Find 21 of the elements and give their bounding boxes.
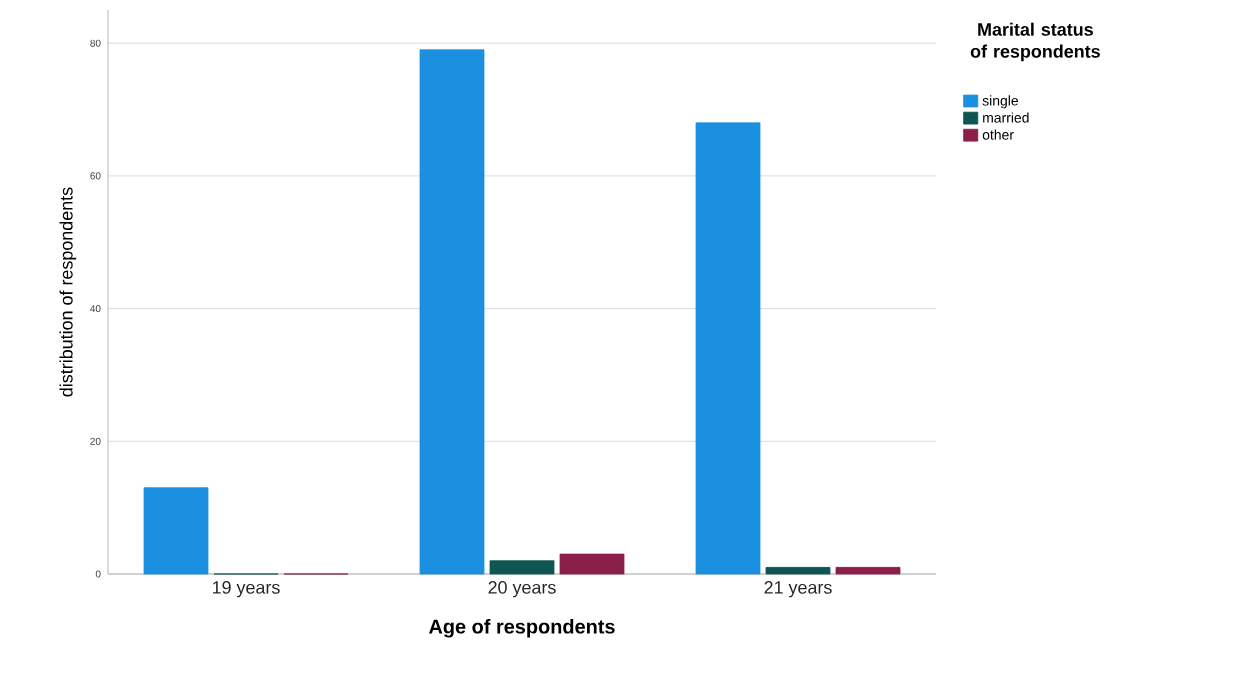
y-tick-label: 0 — [95, 570, 101, 578]
y-tick-label: 40 — [90, 305, 101, 313]
bar — [559, 553, 625, 575]
legend-label: other — [982, 129, 1014, 140]
bar — [765, 566, 831, 575]
bar — [419, 49, 485, 575]
x-tick-label: 20 years — [488, 581, 556, 598]
bar — [695, 122, 761, 575]
bar — [143, 487, 209, 575]
legend-label: married — [983, 112, 1029, 123]
y-axis-title: distribution of respondents — [59, 187, 77, 397]
y-tick-label: 80 — [90, 39, 101, 47]
legend-title: Marital status of respondents — [970, 22, 1100, 62]
bar — [489, 560, 555, 575]
y-tick-label: 60 — [90, 172, 101, 180]
bar — [835, 566, 901, 575]
x-tick-label: 19 years — [212, 581, 280, 598]
x-tick-label: 21 years — [764, 581, 832, 598]
y-tick-label: 20 — [90, 437, 101, 445]
legend-label: single — [982, 95, 1018, 109]
x-axis-title: Age of respondents — [428, 618, 615, 638]
